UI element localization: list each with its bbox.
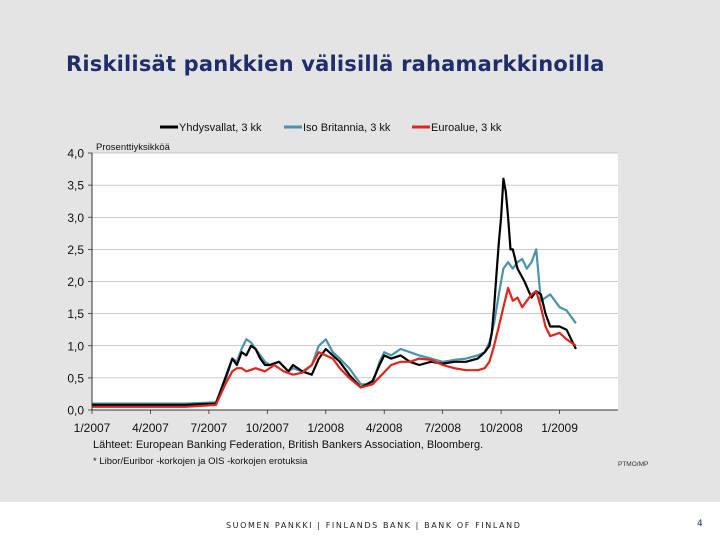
y-tick-label: 0,5 — [67, 371, 84, 385]
x-tick-label: 7/2008 — [424, 421, 461, 435]
x-tick-label: 4/2007 — [132, 421, 169, 435]
y-axis-label: Prosenttiyksikköä — [96, 142, 171, 153]
x-tick-label: 1/2008 — [307, 421, 344, 435]
x-tick-label: 7/2007 — [191, 421, 228, 435]
x-tick-label: 10/2007 — [246, 421, 290, 435]
y-tick-label: 0,0 — [67, 404, 84, 418]
y-tick-label: 1,5 — [67, 307, 84, 321]
y-tick-label: 2,5 — [67, 243, 84, 257]
x-tick-label: 10/2008 — [479, 421, 523, 435]
series-line-euro — [92, 286, 577, 408]
series-line-us — [92, 177, 577, 406]
footnote: * Libor/Euribor -korkojen ja OIS -korkoj… — [93, 456, 308, 467]
x-tick-label: 4/2008 — [366, 421, 403, 435]
footer-text: SUOMEN PANKKI | FINLANDS BANK | BANK OF … — [226, 521, 522, 530]
page-number: 4 — [697, 519, 703, 529]
y-tick-label: 4,0 — [67, 147, 84, 161]
axes: 0,0 0,5 1,0 1,5 2,0 2,5 3,0 3,5 4,0 1/2007 4/2007 7… — [67, 147, 618, 435]
legend-label-uk: Iso Britannia, 3 kk — [303, 122, 391, 134]
source-note: Lähteet: European Banking Federation, Br… — [93, 439, 483, 451]
x-tick-label: 1/2007 — [74, 421, 111, 435]
legend-label-euro: Euroalue, 3 kk — [431, 122, 502, 134]
gridlines — [92, 152, 618, 379]
legend: Yhdysvallat, 3 kk Iso Britannia, 3 kk Eu… — [160, 122, 502, 134]
y-tick-label: 2,0 — [67, 275, 84, 289]
chart-code: PTMO/MP — [618, 461, 648, 468]
y-tick-label: 1,0 — [67, 339, 84, 353]
line-chart: 0,0 0,5 1,0 1,5 2,0 2,5 3,0 3,5 4,0 1/2007 4/2007 7… — [67, 122, 648, 468]
series-lines — [92, 177, 577, 408]
slide-title: Riskilisät pankkien välisillä rahamarkki… — [66, 52, 605, 76]
x-tick-label: 1/2009 — [541, 421, 578, 435]
legend-label-us: Yhdysvallat, 3 kk — [179, 122, 262, 134]
footer-bar: SUOMEN PANKKI | FINLANDS BANK | BANK OF … — [0, 502, 720, 540]
y-tick-label: 3,5 — [67, 179, 84, 193]
y-tick-label: 3,0 — [67, 211, 84, 225]
series-line-uk — [92, 248, 577, 405]
